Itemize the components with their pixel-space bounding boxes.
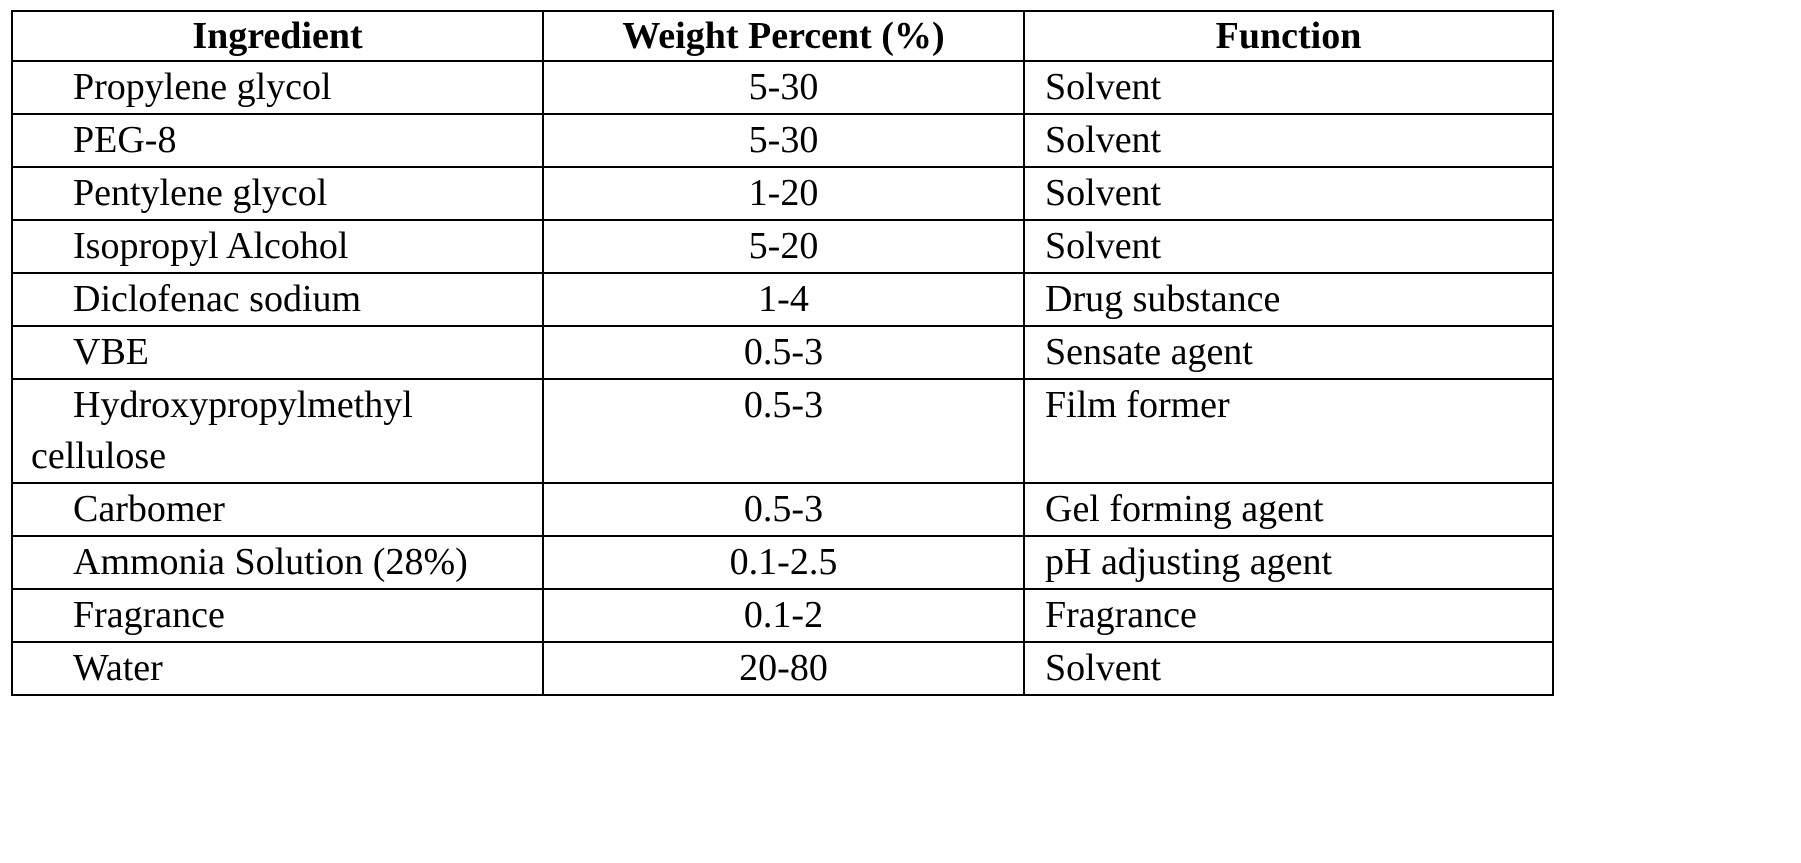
weight-cell: 0.5-3: [543, 379, 1024, 483]
weight-cell: 5-30: [543, 114, 1024, 167]
weight-cell: 0.1-2: [543, 589, 1024, 642]
header-function: Function: [1024, 11, 1553, 61]
function-cell: Drug substance: [1024, 273, 1553, 326]
table-row: Pentylene glycol 1-20 Solvent: [12, 167, 1553, 220]
table-row: Propylene glycol 5-30 Solvent: [12, 61, 1553, 114]
ingredient-cell: Pentylene glycol: [12, 167, 543, 220]
ingredient-cell: Water: [12, 642, 543, 695]
ingredient-cell: Isopropyl Alcohol: [12, 220, 543, 273]
ingredient-cell: Fragrance: [12, 589, 543, 642]
table-row: Isopropyl Alcohol 5-20 Solvent: [12, 220, 1553, 273]
ingredient-table: Ingredient Weight Percent (%) Function P…: [11, 10, 1554, 696]
table-row: Fragrance 0.1-2 Fragrance: [12, 589, 1553, 642]
ingredient-cell: Hydroxypropylmethyl cellulose: [12, 379, 543, 483]
ingredient-cell: PEG-8: [12, 114, 543, 167]
weight-cell: 0.1-2.5: [543, 536, 1024, 589]
table-body: Propylene glycol 5-30 Solvent PEG-8 5-30…: [12, 61, 1553, 695]
ingredient-table-container: Ingredient Weight Percent (%) Function P…: [11, 10, 1552, 696]
header-row: Ingredient Weight Percent (%) Function: [12, 11, 1553, 61]
function-cell: Solvent: [1024, 167, 1553, 220]
table-row: VBE 0.5-3 Sensate agent: [12, 326, 1553, 379]
weight-cell: 20-80: [543, 642, 1024, 695]
table-header: Ingredient Weight Percent (%) Function: [12, 11, 1553, 61]
weight-cell: 1-4: [543, 273, 1024, 326]
table-row: Diclofenac sodium 1-4 Drug substance: [12, 273, 1553, 326]
table-row: PEG-8 5-30 Solvent: [12, 114, 1553, 167]
function-cell: Solvent: [1024, 642, 1553, 695]
function-cell: Solvent: [1024, 114, 1553, 167]
ingredient-cell: VBE: [12, 326, 543, 379]
table-row: Ammonia Solution (28%) 0.1-2.5 pH adjust…: [12, 536, 1553, 589]
ingredient-cell: Ammonia Solution (28%): [12, 536, 543, 589]
function-cell: Fragrance: [1024, 589, 1553, 642]
weight-cell: 5-20: [543, 220, 1024, 273]
ingredient-cell: Diclofenac sodium: [12, 273, 543, 326]
table-row: Water 20-80 Solvent: [12, 642, 1553, 695]
function-cell: Gel forming agent: [1024, 483, 1553, 536]
ingredient-cell: Propylene glycol: [12, 61, 543, 114]
weight-cell: 1-20: [543, 167, 1024, 220]
weight-cell: 5-30: [543, 61, 1024, 114]
header-ingredient: Ingredient: [12, 11, 543, 61]
function-cell: pH adjusting agent: [1024, 536, 1553, 589]
function-cell: Solvent: [1024, 220, 1553, 273]
table-row: Hydroxypropylmethyl cellulose 0.5-3 Film…: [12, 379, 1553, 483]
function-cell: Sensate agent: [1024, 326, 1553, 379]
table-row: Carbomer 0.5-3 Gel forming agent: [12, 483, 1553, 536]
weight-cell: 0.5-3: [543, 326, 1024, 379]
function-cell: Film former: [1024, 379, 1553, 483]
weight-cell: 0.5-3: [543, 483, 1024, 536]
function-cell: Solvent: [1024, 61, 1553, 114]
ingredient-cell: Carbomer: [12, 483, 543, 536]
header-weight-percent: Weight Percent (%): [543, 11, 1024, 61]
